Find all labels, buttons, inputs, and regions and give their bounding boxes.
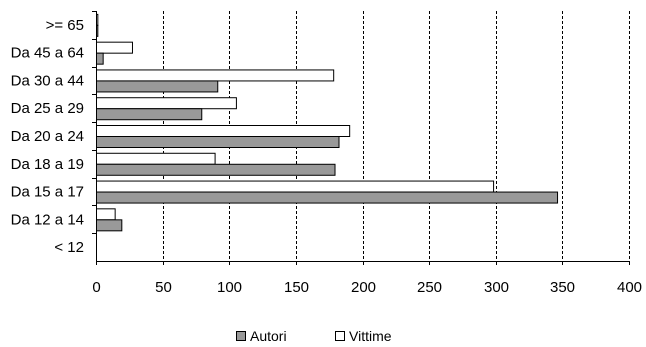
labels: 0 50 100 150 200 250 300 350 400 < 12 Da 12 a 14 Da… [11,17,642,296]
legend-item-vittime: Vittime [335,328,392,344]
x-tick-label-250: 250 [417,279,442,296]
category-label: >= 65 [46,17,84,34]
legend: Autori Vittime [0,328,646,346]
bar-autori [96,80,219,93]
legend-label-vittime: Vittime [349,328,392,344]
category-label: Da 18 a 19 [11,156,84,173]
bar-vittime [96,97,237,110]
bar-vittime [96,180,495,193]
category-label: Da 45 a 64 [11,45,84,62]
x-tick-label-100: 100 [217,279,242,296]
x-tick-label-300: 300 [484,279,509,296]
legend-swatch-vittime [335,331,345,341]
legend-label-autori: Autori [250,328,287,344]
bar-vittime [96,41,133,54]
bar-vittime [96,152,216,165]
bar-vittime [96,69,335,82]
x-tick-label-400: 400 [617,279,642,296]
x-tick-label-150: 150 [284,279,309,296]
bar-autori [96,219,123,232]
x-tick-label-200: 200 [351,279,376,296]
category-label: Da 20 a 24 [11,128,84,145]
bar-autori [96,191,559,204]
category-label: Da 12 a 14 [11,211,84,228]
category-label: < 12 [54,239,84,256]
category-label: Da 15 a 17 [11,184,84,201]
bar-autori [96,52,104,65]
category-label: Da 25 a 29 [11,100,84,117]
x-tick-label-350: 350 [550,279,575,296]
x-tick-label-50: 50 [155,279,172,296]
bar-autori [96,136,340,148]
bar-vittime [96,125,351,137]
bar-autori [96,163,336,176]
bars [96,13,559,232]
category-label: Da 30 a 44 [11,72,84,89]
legend-swatch-autori [236,331,246,341]
legend-item-autori: Autori [236,328,287,344]
bar-autori [96,108,203,121]
axes [92,11,630,265]
bar-vittime [96,208,116,221]
x-tick-label-0: 0 [92,279,100,296]
